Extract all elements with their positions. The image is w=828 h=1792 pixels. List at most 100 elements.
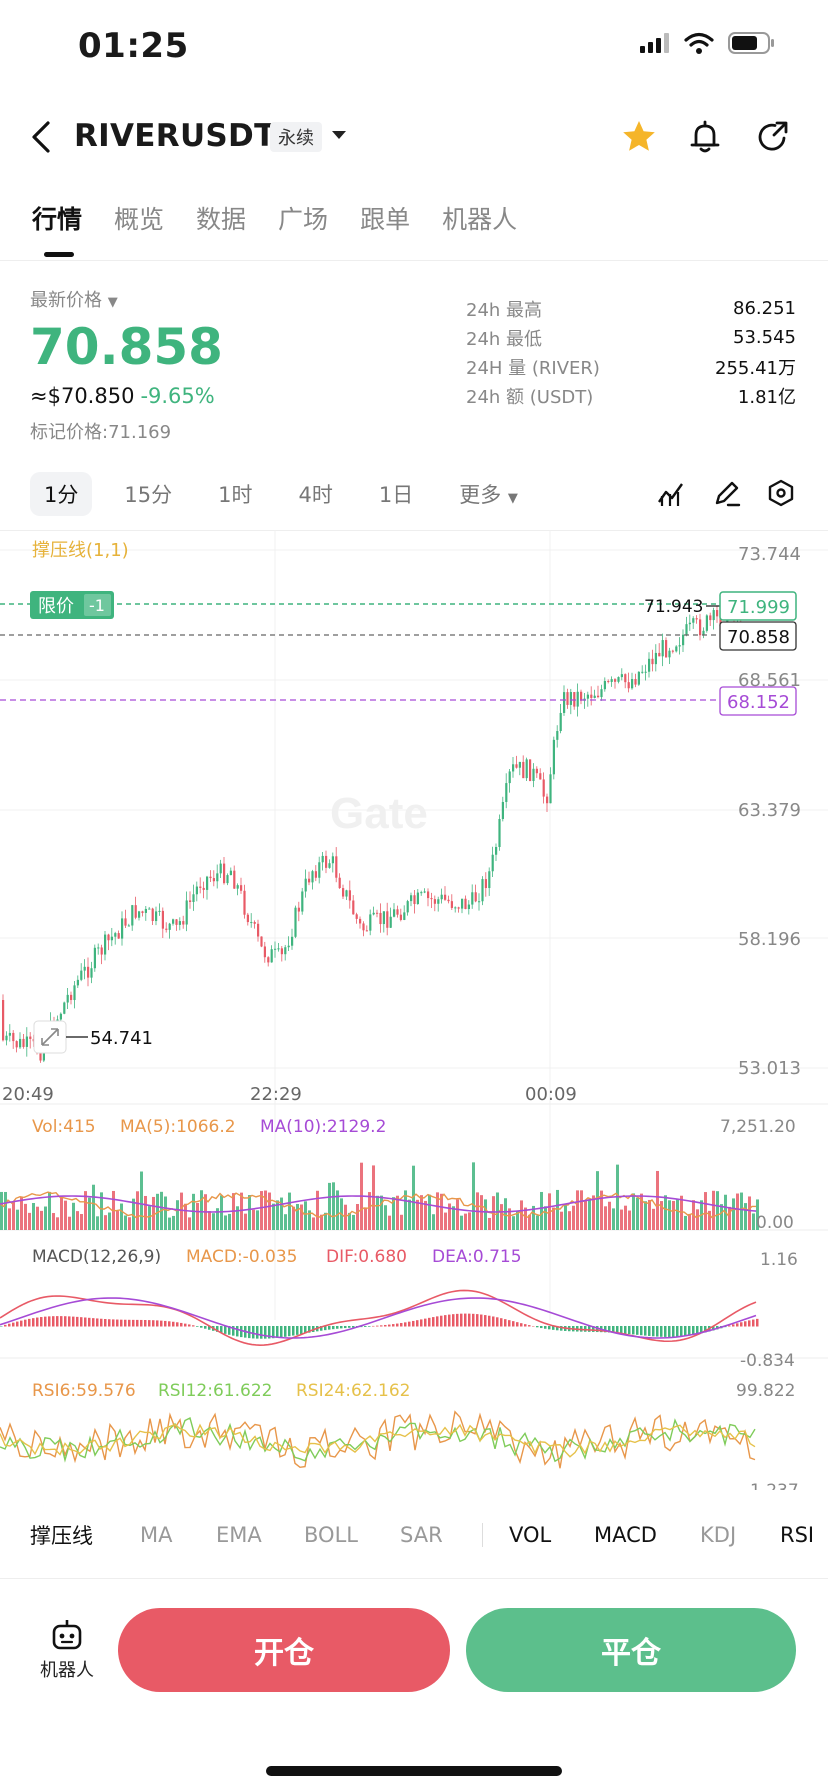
- x-tick: 22:29: [250, 1084, 302, 1105]
- candle-body: [199, 886, 202, 888]
- kline-chart[interactable]: Gate 撑压线(1,1) 73.744 68.561 63.379 58.19…: [0, 530, 828, 1490]
- rsi-pane: [0, 1410, 756, 1469]
- macd-histogram-bar: [280, 1326, 283, 1338]
- candle-body: [661, 640, 664, 657]
- macd-histogram-bar: [208, 1326, 211, 1330]
- ind-tab-sr[interactable]: 撑压线: [30, 1524, 93, 1548]
- volume-bar: [260, 1191, 263, 1230]
- candle-body: [308, 878, 311, 883]
- candle-body: [454, 907, 457, 909]
- bell-icon[interactable]: [686, 118, 724, 156]
- volume-bar: [452, 1206, 455, 1230]
- macd-histogram-bar: [348, 1326, 351, 1328]
- close-position-button[interactable]: 平仓: [466, 1608, 796, 1692]
- volume-bar: [664, 1195, 667, 1230]
- open-position-button[interactable]: 开仓: [118, 1608, 450, 1692]
- limit-tag[interactable]: [30, 591, 114, 619]
- contract-type-badge[interactable]: 永续: [270, 122, 322, 152]
- tab-data[interactable]: 数据: [196, 205, 247, 234]
- tab-overview[interactable]: 概览: [114, 205, 165, 234]
- candle-body: [15, 1041, 18, 1048]
- macd-histogram-bar: [480, 1314, 483, 1327]
- volume-bar: [332, 1182, 335, 1230]
- macd-histogram-bar: [512, 1321, 515, 1327]
- volume-bar: [648, 1199, 651, 1230]
- candle-body: [274, 948, 277, 950]
- interval-1h[interactable]: 1时: [218, 483, 253, 507]
- star-icon[interactable]: [620, 118, 658, 156]
- tab-copy-trade[interactable]: 跟单: [360, 205, 411, 234]
- ind-tab-rsi[interactable]: RSI: [780, 1523, 815, 1547]
- ind-tab-boll[interactable]: BOLL: [304, 1523, 358, 1547]
- interval-more[interactable]: 更多 ▼: [459, 483, 518, 507]
- volume-bar: [420, 1195, 423, 1230]
- volume-bar: [40, 1210, 43, 1230]
- interval-1d[interactable]: 1日: [378, 483, 414, 507]
- volume-bar: [88, 1197, 91, 1230]
- macd-histogram-bar: [616, 1326, 619, 1334]
- tab-market[interactable]: 行情: [32, 205, 83, 234]
- interval-15m[interactable]: 15分: [124, 483, 173, 507]
- candle-body: [314, 871, 317, 878]
- volume-bar: [588, 1199, 591, 1230]
- macd-histogram-bar: [696, 1326, 699, 1335]
- symbol-title[interactable]: RIVERUSDT: [74, 118, 276, 154]
- macd-histogram-bar: [16, 1321, 19, 1327]
- macd-histogram-bar: [644, 1326, 647, 1336]
- macd-histogram-bar: [272, 1326, 275, 1339]
- volume-bar: [236, 1206, 239, 1230]
- candle-body: [185, 900, 188, 925]
- ind-tab-sar[interactable]: SAR: [400, 1523, 443, 1547]
- candle-body: [355, 914, 358, 919]
- rsi24-label: RSI24:62.162: [296, 1381, 410, 1401]
- macd-histogram-bar: [500, 1318, 503, 1327]
- tab-bot[interactable]: 机器人: [442, 205, 518, 234]
- chevron-down-icon[interactable]: [332, 131, 346, 139]
- latest-price-label[interactable]: 最新价格 ▼: [30, 290, 118, 311]
- macd-histogram-bar: [200, 1326, 203, 1328]
- share-icon[interactable]: [754, 118, 792, 156]
- robot-button[interactable]: 机器人: [36, 1618, 98, 1682]
- vol-label: Vol:415: [32, 1117, 96, 1137]
- volume-bar: [748, 1196, 751, 1230]
- candle-body: [406, 901, 409, 913]
- ind-tab-ema[interactable]: EMA: [216, 1523, 262, 1547]
- ind-tab-kdj[interactable]: KDJ: [700, 1523, 737, 1547]
- candle-body: [257, 923, 260, 937]
- indicator-icon[interactable]: [656, 478, 686, 508]
- candle-body: [695, 618, 698, 620]
- volume-bar: [448, 1203, 451, 1230]
- interval-1m[interactable]: 1分: [30, 472, 93, 516]
- sr-price-tag: [719, 686, 797, 716]
- candle-body: [76, 979, 79, 986]
- interval-4h[interactable]: 4时: [298, 483, 333, 507]
- volume-bar: [440, 1193, 443, 1230]
- candle-body: [277, 948, 280, 950]
- divider: [0, 530, 828, 531]
- candle-body: [532, 768, 535, 781]
- candle-body: [66, 994, 69, 1003]
- last-price: 70.858: [30, 318, 223, 376]
- volume-bar: [412, 1165, 415, 1230]
- candle-body: [342, 888, 345, 897]
- gate-watermark: Gate: [330, 789, 428, 838]
- macd-histogram-bar: [128, 1319, 131, 1327]
- interval-bar: 1分 15分 1时 4时 1日 更多 ▼: [30, 472, 532, 516]
- volume-bar: [264, 1190, 267, 1230]
- back-icon[interactable]: [28, 120, 56, 154]
- ind-tab-ma[interactable]: MA: [140, 1523, 173, 1547]
- tab-square[interactable]: 广场: [278, 205, 329, 234]
- volume-bar: [396, 1195, 399, 1230]
- volume-bar: [608, 1201, 611, 1230]
- ind-divider: [482, 1523, 483, 1547]
- ind-tab-vol[interactable]: VOL: [509, 1523, 552, 1547]
- volume-bar: [552, 1207, 555, 1230]
- draw-pen-icon[interactable]: [712, 478, 742, 508]
- volume-bar: [712, 1190, 715, 1230]
- macd-histogram-bar: [156, 1320, 159, 1327]
- candle-body: [597, 695, 600, 698]
- ind-tab-macd[interactable]: MACD: [594, 1523, 657, 1547]
- candle-body: [464, 898, 467, 910]
- settings-hex-icon[interactable]: [766, 478, 796, 508]
- macd-histogram-bar: [64, 1316, 67, 1327]
